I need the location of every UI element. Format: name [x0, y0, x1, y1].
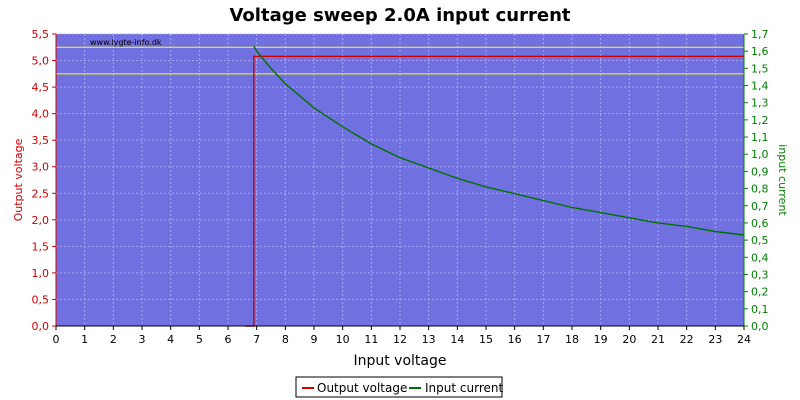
left-tick-label: 3,0 — [32, 161, 50, 174]
left-tick-label: 4,5 — [32, 81, 50, 94]
x-tick-label: 7 — [253, 333, 260, 346]
watermark: www.lygte-info.dk — [90, 38, 162, 47]
left-tick-label: 3,5 — [32, 134, 50, 147]
x-tick-label: 19 — [594, 333, 608, 346]
legend-label-input-current: Input current — [425, 381, 503, 395]
x-axis-title: Input voltage — [353, 353, 446, 369]
x-tick-label: 20 — [622, 333, 636, 346]
x-tick-label: 10 — [336, 333, 350, 346]
left-tick-label: 0,0 — [32, 320, 50, 333]
left-tick-label: 5,5 — [32, 28, 50, 41]
x-tick-label: 15 — [479, 333, 493, 346]
x-tick-label: 14 — [450, 333, 464, 346]
x-tick-label: 2 — [110, 333, 117, 346]
x-tick-label: 21 — [651, 333, 665, 346]
right-tick-label: 1,5 — [751, 62, 769, 75]
right-tick-label: 0,0 — [751, 320, 769, 333]
right-tick-label: 1,6 — [751, 45, 769, 58]
x-tick-label: 5 — [196, 333, 203, 346]
right-tick-label: 0,1 — [751, 303, 769, 316]
right-tick-label: 1,2 — [751, 114, 769, 127]
x-tick-label: 24 — [737, 333, 751, 346]
legend-label-output-voltage: Output voltage — [317, 381, 407, 395]
x-tick-label: 13 — [422, 333, 436, 346]
left-axis-title: Output voltage — [12, 138, 25, 221]
left-tick-label: 5,0 — [32, 55, 50, 68]
left-axis-ticks: 0,0 0,5 1,0 1,5 2,0 2,5 3,0 3,5 4,0 4,5 5,0 5,5 — [32, 28, 56, 333]
right-tick-label: 0,9 — [751, 165, 769, 178]
left-tick-label: 4,0 — [32, 108, 50, 121]
x-tick-label: 1 — [81, 333, 88, 346]
right-tick-label: 1,0 — [751, 148, 769, 161]
right-tick-label: 0,3 — [751, 268, 769, 281]
right-tick-label: 1,1 — [751, 131, 769, 144]
x-tick-label: 0 — [53, 333, 60, 346]
right-axis-title: input current — [776, 144, 789, 216]
right-tick-label: 0,7 — [751, 200, 769, 213]
series-line-input-current — [253, 45, 745, 236]
left-tick-label: 1,0 — [32, 267, 50, 280]
x-tick-label: 23 — [708, 333, 722, 346]
x-tick-label: 9 — [311, 333, 318, 346]
x-tick-label: 4 — [167, 333, 174, 346]
right-tick-label: 0,8 — [751, 183, 769, 196]
x-tick-label: 11 — [364, 333, 378, 346]
x-tick-label: 3 — [139, 333, 146, 346]
right-tick-label: 0,6 — [751, 217, 769, 230]
grid — [55, 33, 745, 327]
right-tick-label: 1,3 — [751, 97, 769, 110]
legend: Output voltage Input current — [295, 376, 503, 398]
x-tick-label: 17 — [536, 333, 550, 346]
right-tick-label: 0,4 — [751, 251, 769, 264]
x-tick-label: 8 — [282, 333, 289, 346]
right-tick-label: 1,4 — [751, 80, 769, 93]
left-tick-label: 2,5 — [32, 187, 50, 200]
x-axis-ticks: 0 1 2 3 4 5 6 7 8 9 10 11 12 13 14 15 16 17 18 19 20 21 22 23 24 — [53, 326, 751, 346]
right-tick-label: 0,5 — [751, 234, 769, 247]
x-tick-label: 18 — [565, 333, 579, 346]
right-axis-ticks: 0,0 0,1 0,2 0,3 0,4 0,5 0,6 0,7 0,8 0,9 1,0 1,1 1,2 1… — [744, 28, 769, 333]
x-tick-label: 16 — [508, 333, 522, 346]
chart-title: Voltage sweep 2.0A input current — [229, 5, 570, 26]
left-tick-label: 1,5 — [32, 240, 50, 253]
left-tick-label: 2,0 — [32, 214, 50, 227]
right-tick-label: 0,2 — [751, 286, 769, 299]
x-tick-label: 22 — [680, 333, 694, 346]
left-tick-label: 0,5 — [32, 293, 50, 306]
right-tick-label: 1,7 — [751, 28, 769, 41]
x-tick-label: 12 — [393, 333, 407, 346]
reference-lines — [56, 46, 744, 75]
x-tick-label: 6 — [225, 333, 232, 346]
legend-box — [295, 376, 503, 398]
